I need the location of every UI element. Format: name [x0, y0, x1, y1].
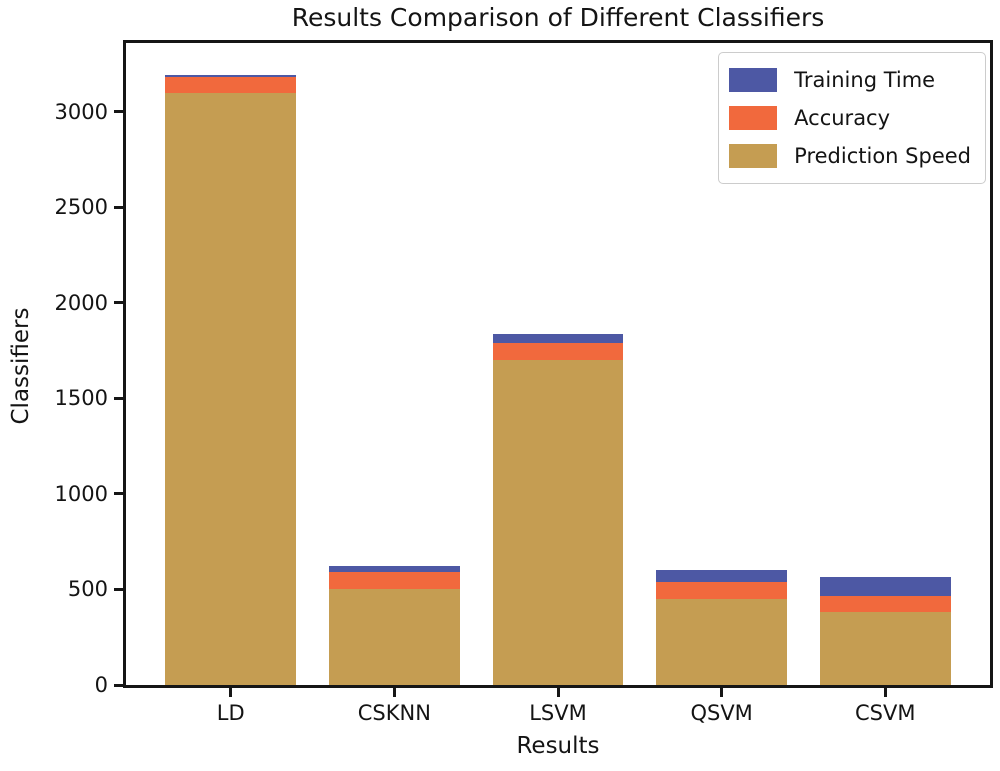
bar-segment-prediction-speed-csknn: [328, 589, 460, 685]
bar-segment-training-time-lsvm: [492, 334, 624, 344]
bar-segment-prediction-speed-ld: [165, 92, 297, 685]
bar-segment-accuracy-lsvm: [492, 343, 624, 361]
y-tick-label-2000: 2000: [54, 290, 108, 315]
y-tick-mark-1500: [114, 396, 123, 400]
legend-swatch-prediction-speed: [729, 144, 778, 168]
x-tick-mark-ld: [229, 688, 233, 697]
x-tick-mark-lsvm: [556, 688, 560, 697]
bar-segment-accuracy-qsvm: [656, 582, 788, 600]
y-tick-label-0: 0: [94, 673, 108, 697]
legend-item-accuracy: Accuracy: [729, 99, 971, 137]
x-tick-label-csknn: CSKNN: [357, 701, 431, 725]
y-tick-mark-0: [114, 683, 123, 687]
legend-item-prediction-speed: Prediction Speed: [729, 137, 971, 175]
y-tick-label-2500: 2500: [54, 195, 108, 220]
legend-swatch-training-time: [729, 68, 778, 92]
chart-title: Results Comparison of Different Classifi…: [291, 3, 825, 32]
legend: Training Time Accuracy Prediction Speed: [718, 52, 986, 184]
x-tick-mark-csvm: [883, 688, 887, 697]
bar-segment-accuracy-ld: [165, 77, 297, 93]
y-tick-label-1000: 1000: [54, 481, 108, 506]
y-tick-mark-2500: [114, 205, 123, 209]
bar-segment-training-time-ld: [165, 74, 297, 78]
y-tick-label-500: 500: [67, 577, 108, 602]
x-tick-label-ld: LD: [216, 701, 245, 725]
bar-segment-prediction-speed-lsvm: [492, 360, 624, 685]
bar-segment-training-time-csknn: [328, 565, 460, 573]
bar-segment-training-time-qsvm: [656, 569, 788, 583]
x-axis-label: Results: [516, 733, 600, 759]
x-tick-label-lsvm: LSVM: [529, 701, 587, 725]
y-tick-mark-2000: [114, 301, 123, 305]
y-tick-mark-500: [114, 587, 123, 591]
x-tick-mark-csknn: [392, 688, 396, 697]
bar-segment-accuracy-csknn: [328, 572, 460, 590]
x-tick-mark-qsvm: [720, 688, 724, 697]
y-tick-mark-1000: [114, 492, 123, 496]
bar-segment-prediction-speed-csvm: [819, 612, 951, 685]
legend-label-training-time: Training Time: [794, 68, 936, 92]
bar-segment-training-time-csvm: [819, 576, 951, 596]
bar-segment-prediction-speed-qsvm: [656, 599, 788, 685]
legend-swatch-accuracy: [729, 106, 778, 130]
legend-label-accuracy: Accuracy: [794, 106, 891, 130]
y-axis-label: Classifiers: [8, 307, 34, 425]
y-tick-label-3000: 3000: [54, 99, 108, 124]
plot-area: Training Time Accuracy Prediction Speed: [123, 40, 993, 688]
x-tick-label-qsvm: QSVM: [690, 701, 753, 725]
bar-segment-accuracy-csvm: [819, 595, 951, 613]
legend-label-prediction-speed: Prediction Speed: [794, 144, 971, 168]
y-tick-label-1500: 1500: [54, 386, 108, 411]
x-tick-label-csvm: CSVM: [855, 701, 916, 725]
y-tick-mark-3000: [114, 110, 123, 114]
legend-item-training-time: Training Time: [729, 61, 971, 99]
